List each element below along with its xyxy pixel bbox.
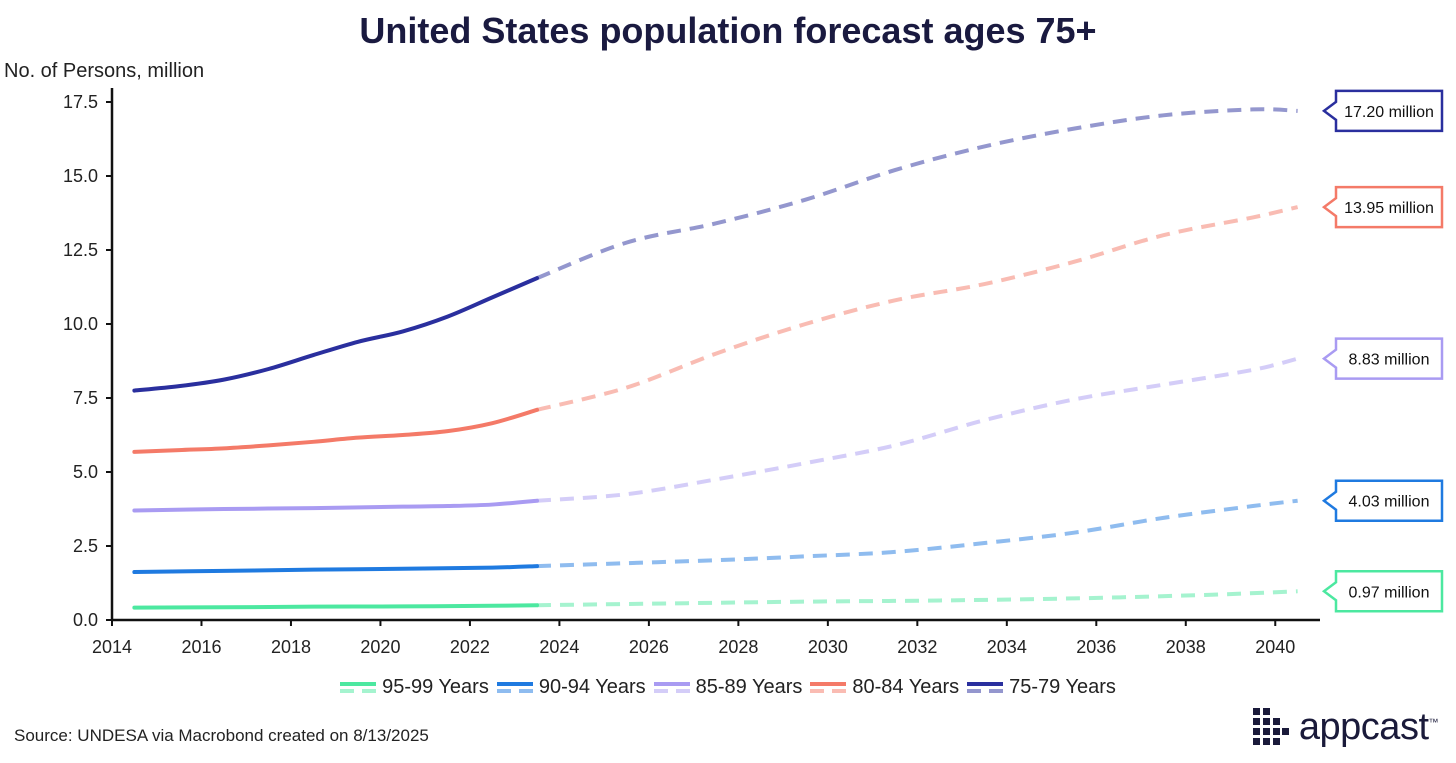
appcast-logo: appcast™ xyxy=(1252,706,1439,749)
legend-label: 90-94 Years xyxy=(538,676,646,698)
series-line-historical xyxy=(132,498,540,513)
x-tick-label: 2032 xyxy=(897,637,937,657)
series-line-forecast xyxy=(537,589,1298,608)
x-tick-label: 2022 xyxy=(450,637,490,657)
legend-item: 85-89 Years xyxy=(653,676,803,699)
x-tick-label: 2014 xyxy=(92,637,132,657)
end-value-callout xyxy=(1321,337,1444,380)
y-tick-label: 17.5 xyxy=(63,92,98,112)
legend-label: 80-84 Years xyxy=(852,676,960,698)
legend-swatch xyxy=(340,682,377,693)
y-tick-label: 5.0 xyxy=(73,462,98,482)
legend-swatch xyxy=(496,682,533,693)
legend-item: 90-94 Years xyxy=(496,676,646,699)
series-line-forecast xyxy=(536,107,1298,280)
y-tick-label: 0.0 xyxy=(73,610,98,630)
chart-title: United States population forecast ages 7… xyxy=(359,10,1097,51)
legend-label: 75-79 Years xyxy=(1009,676,1116,698)
x-tick-label: 2016 xyxy=(181,637,221,657)
x-tick-label: 2024 xyxy=(539,637,579,657)
end-value-label: 17.20 million xyxy=(1344,104,1434,121)
series-line-historical xyxy=(132,407,540,454)
series-line-historical xyxy=(132,603,540,610)
x-tick-label: 2034 xyxy=(987,637,1027,657)
end-value-callout xyxy=(1321,185,1444,229)
x-tick-label: 2018 xyxy=(271,637,311,657)
appcast-logo-icon xyxy=(1252,707,1289,748)
x-tick-label: 2038 xyxy=(1166,637,1206,657)
legend-swatch xyxy=(810,682,847,693)
source-note: Source: UNDESA via Macrobond created on … xyxy=(14,726,429,745)
series-line-forecast xyxy=(536,356,1299,503)
series-line-forecast xyxy=(536,498,1298,569)
x-tick-label: 2030 xyxy=(808,637,848,657)
end-value-callout xyxy=(1321,570,1444,613)
legend-item: 75-79 Years xyxy=(967,676,1116,699)
x-tick-label: 2026 xyxy=(629,637,669,657)
x-tick-label: 2036 xyxy=(1076,637,1116,657)
y-tick-label: 7.5 xyxy=(73,388,98,408)
y-axis-unit-label: No. of Persons, million xyxy=(4,60,205,82)
y-tick-label: 10.0 xyxy=(63,314,98,334)
end-value-callout xyxy=(1321,89,1444,133)
legend-label: 85-89 Years xyxy=(695,676,803,698)
y-tick-label: 15.0 xyxy=(63,166,98,186)
chart-legend: 95-99 Years 90-94 Years 85-89 Years 80-84 Y… xyxy=(0,676,1456,699)
legend-swatch xyxy=(967,682,1004,693)
end-value-label: 13.95 million xyxy=(1344,200,1434,217)
end-value-label: 4.03 million xyxy=(1349,494,1430,511)
legend-item: 80-84 Years xyxy=(810,676,959,699)
series-line-historical xyxy=(132,276,540,393)
legend-item: 95-99 Years xyxy=(340,676,489,699)
series-line-historical xyxy=(132,564,540,575)
legend-label: 95-99 Years xyxy=(382,676,489,698)
x-tick-label: 2040 xyxy=(1255,637,1295,657)
appcast-logo-text: appcast™ xyxy=(1298,706,1439,748)
x-tick-label: 2020 xyxy=(360,637,400,657)
y-tick-label: 12.5 xyxy=(63,240,98,260)
y-tick-label: 2.5 xyxy=(73,536,98,556)
end-value-label: 0.97 million xyxy=(1349,584,1430,601)
x-tick-label: 2028 xyxy=(718,637,758,657)
legend-swatch xyxy=(653,682,690,693)
end-value-callout xyxy=(1321,479,1444,522)
end-value-label: 8.83 million xyxy=(1349,352,1430,369)
